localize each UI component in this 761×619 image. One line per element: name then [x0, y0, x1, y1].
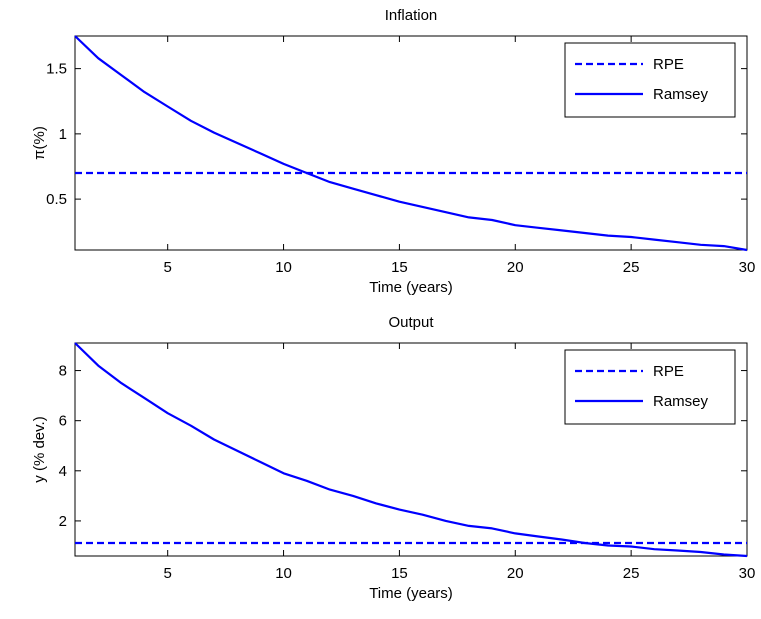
x-tick-label: 5 — [164, 565, 172, 582]
x-tick-label: 10 — [275, 565, 292, 582]
legend-label-ramsey: Ramsey — [653, 393, 709, 410]
legend-label-ramsey: Ramsey — [653, 86, 709, 103]
chart-title: Inflation — [385, 7, 438, 24]
inflation-panel: Inflation 5 10 15 20 25 30 0.5 1 1.5 Time (years) π… — [31, 7, 755, 296]
x-axis-label: Time (years) — [369, 585, 453, 602]
y-tick-label: 8 — [59, 363, 67, 380]
x-tick-label: 25 — [623, 259, 640, 276]
legend-box — [564, 349, 736, 425]
x-tick-label: 10 — [275, 259, 292, 276]
series-line-ramsey — [74, 342, 748, 558]
y-tick-label: 6 — [59, 413, 67, 430]
y-tick-label: 4 — [59, 463, 67, 480]
x-axis-label: Time (years) — [369, 279, 453, 296]
y-axis-label: y (% dev.) — [31, 416, 48, 482]
series-line-ramsey — [74, 35, 748, 252]
x-tick-label: 20 — [507, 565, 524, 582]
y-tick-label: 1.5 — [46, 61, 67, 78]
x-tick-label: 5 — [164, 259, 172, 276]
x-tick-label: 25 — [623, 565, 640, 582]
y-tick-label: 0.5 — [46, 191, 67, 208]
output-panel: Output 5 10 15 20 25 30 2 4 6 8 Time (years) y (% de… — [31, 314, 755, 602]
y-tick-label: 2 — [59, 513, 67, 530]
x-tick-label: 15 — [391, 259, 408, 276]
legend-box — [564, 42, 736, 118]
x-tick-label: 20 — [507, 259, 524, 276]
x-tick-label: 30 — [739, 259, 756, 276]
legend-label-rpe: RPE — [653, 363, 684, 380]
chart-title: Output — [388, 314, 434, 331]
legend-label-rpe: RPE — [653, 56, 684, 73]
x-tick-label: 30 — [739, 565, 756, 582]
y-tick-label: 1 — [59, 126, 67, 143]
y-axis-label: π(%) — [31, 126, 48, 160]
x-tick-label: 15 — [391, 565, 408, 582]
